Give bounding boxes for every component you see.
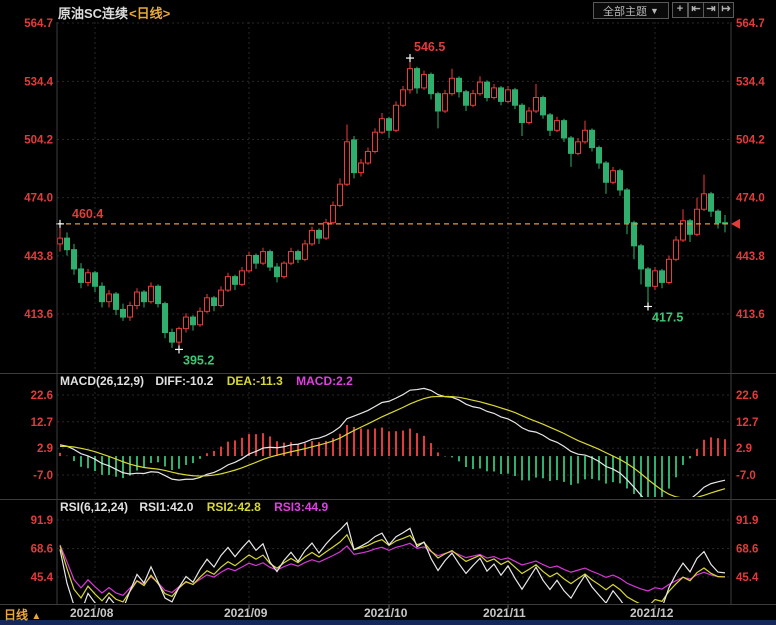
theme-dropdown[interactable]: 全部主题 ▼ [593, 2, 669, 19]
macd-header: MACD(26,12,9) DIFF:-10.2 DEA:-11.3 MACD:… [60, 374, 353, 388]
svg-text:45.4: 45.4 [31, 572, 54, 584]
period-selector-label: 日线 [4, 608, 29, 622]
rsi1-value: RSI1:42.0 [139, 500, 194, 514]
macd-histogram [59, 424, 726, 497]
svg-text:504.2: 504.2 [736, 135, 765, 147]
svg-text:534.4: 534.4 [24, 76, 53, 88]
price-annotation: 546.5 [414, 40, 445, 54]
svg-text:68.6: 68.6 [736, 544, 758, 556]
current-price-marker [731, 218, 740, 229]
macd-dea-line [59, 395, 726, 497]
theme-dropdown-label: 全部主题 [603, 5, 648, 18]
price-axis-right: 564.7 534.4 504.2 474.0 443.8 413.6 22.6 12.7 2.… [736, 18, 765, 584]
rsi3-line [59, 542, 726, 597]
svg-text:474.0: 474.0 [736, 193, 765, 205]
price-axis-left: 564.7 534.4 504.2 474.0 443.8 413.6 22.6 12.7 2.… [24, 18, 53, 584]
bottom-edge-strip [0, 620, 776, 625]
date-label: 2021/12 [630, 606, 674, 620]
rsi3-value: RSI3:44.9 [274, 500, 329, 514]
svg-text:474.0: 474.0 [24, 193, 53, 205]
axis-pan-left-icon[interactable]: ⇤ [688, 2, 704, 18]
rsi2-line [59, 533, 726, 603]
price-annotation: 417.5 [652, 310, 683, 324]
month-grid-layer [94, 22, 656, 609]
svg-text:-7.0: -7.0 [736, 470, 756, 482]
rsi-title: RSI(6,12,24) [60, 500, 129, 514]
svg-text:413.6: 413.6 [736, 309, 765, 321]
svg-text:413.6: 413.6 [24, 309, 53, 321]
svg-text:2.9: 2.9 [736, 443, 752, 455]
rsi1-line [59, 521, 726, 603]
svg-text:91.9: 91.9 [736, 515, 758, 527]
rsi2-value: RSI2:42.8 [206, 500, 261, 514]
svg-text:2.9: 2.9 [37, 443, 53, 455]
svg-text:91.9: 91.9 [31, 515, 53, 527]
move-crosshair-icon[interactable]: + [672, 2, 688, 18]
svg-text:564.7: 564.7 [24, 18, 53, 30]
rsi-header: RSI(6,12,24) RSI1:42.0 RSI2:42.8 RSI3:44… [60, 500, 328, 514]
top-bar: 原油SC连续<日线> 全部主题 ▼ + ⇤ ⇥ ↦ [0, 0, 776, 22]
current-price-line: 460.4 [56, 207, 740, 229]
date-label: 2021/10 [364, 606, 408, 620]
pane-borders [0, 22, 776, 605]
current-price-label: 460.4 [72, 207, 103, 221]
macd-diff-value: DIFF:-10.2 [155, 374, 214, 388]
svg-text:22.6: 22.6 [736, 390, 758, 402]
date-label: 2021/11 [483, 606, 526, 620]
svg-text:12.7: 12.7 [31, 417, 53, 429]
macd-diff-line [59, 387, 726, 497]
svg-text:443.8: 443.8 [24, 251, 53, 263]
macd-title: MACD(26,12,9) [60, 374, 145, 388]
svg-text:12.7: 12.7 [736, 417, 758, 429]
grid-layer [57, 22, 731, 578]
svg-text:68.6: 68.6 [31, 544, 53, 556]
svg-text:504.2: 504.2 [24, 135, 53, 147]
annotations-layer: 546.5 395.2 417.5 [175, 40, 683, 367]
svg-text:-7.0: -7.0 [33, 470, 53, 482]
triangle-up-icon: ▲ [31, 611, 42, 622]
svg-text:534.4: 534.4 [736, 76, 765, 88]
bottom-bar: 日线 ▲ 2021/08 2021/09 2021/10 2021/11 2021/12 [0, 605, 776, 623]
pane-shift-right-icon[interactable]: ↦ [718, 2, 734, 18]
date-label: 2021/08 [70, 606, 114, 620]
price-annotation: 395.2 [183, 353, 214, 367]
chevron-down-icon: ▼ [650, 5, 659, 16]
period-selector[interactable]: 日线 ▲ [4, 606, 41, 623]
instrument-title: 原油SC连续<日线> [58, 3, 170, 22]
axis-pan-right-icon[interactable]: ⇥ [703, 2, 719, 18]
svg-text:564.7: 564.7 [736, 18, 765, 30]
candlestick-series [57, 58, 728, 350]
macd-dea-value: DEA:-11.3 [226, 374, 283, 388]
period-tag: <日线> [129, 6, 171, 21]
instrument-name: 原油SC连续 [58, 6, 129, 21]
svg-text:45.4: 45.4 [736, 572, 759, 584]
date-label: 2021/09 [224, 606, 268, 620]
svg-text:443.8: 443.8 [736, 251, 765, 263]
svg-text:22.6: 22.6 [31, 390, 53, 402]
macd-macd-value: MACD:2.2 [296, 374, 353, 388]
